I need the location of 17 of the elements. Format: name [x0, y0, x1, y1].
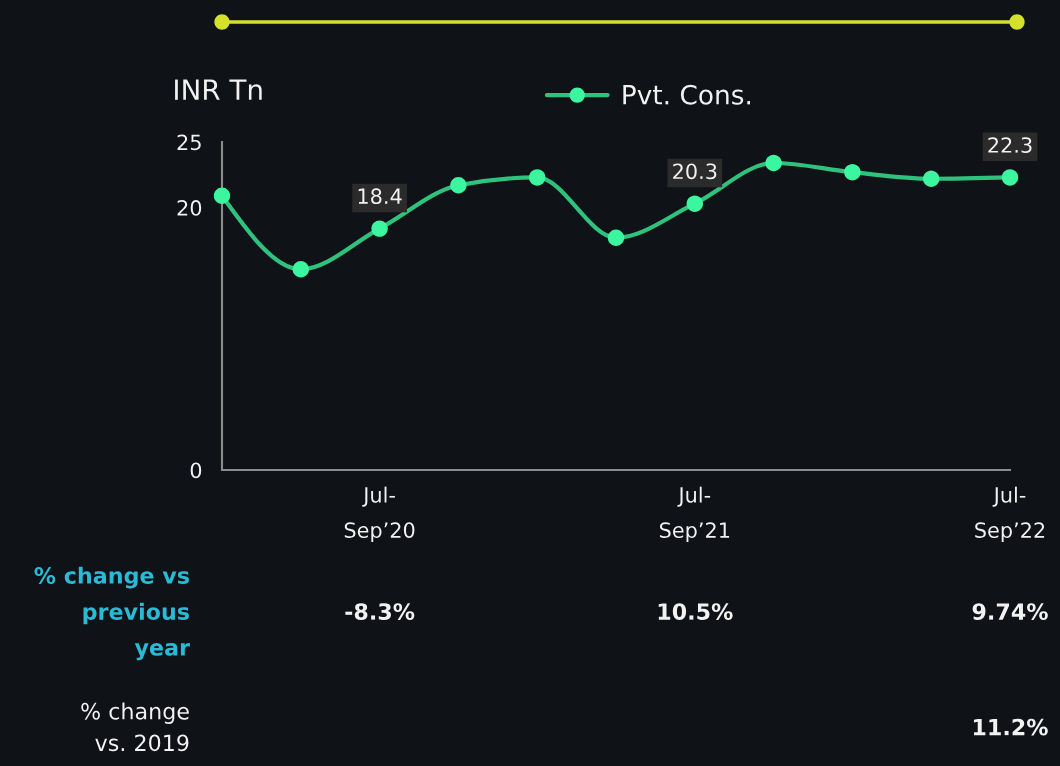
text: 11.2% — [973, 718, 1048, 736]
legend-label: Pvt. Cons. — [623, 84, 751, 105]
data-label: 18.4 — [358, 188, 402, 205]
data-label: 20.3 — [673, 163, 717, 180]
data-label: 22.3 — [988, 137, 1032, 153]
x-tick-label: Jul- Sep’20 — [344, 486, 415, 543]
y-tick-label: 20 — [177, 200, 202, 216]
x-tick-label: Jul- Sep’21 — [659, 486, 730, 543]
y-axis-title: INR Tn — [175, 79, 262, 100]
text: % change vs. 2019 — [81, 702, 189, 752]
text: -8.3% — [345, 603, 415, 620]
text: 9.74% — [972, 603, 1048, 620]
text: 10.5% — [658, 603, 733, 620]
x-tick-label: Jul- Sep’22 — [975, 486, 1045, 543]
y-tick-label: 25 — [177, 134, 201, 151]
text: % change vs previous year — [34, 566, 190, 661]
y-tick-label: 0 — [190, 462, 202, 479]
